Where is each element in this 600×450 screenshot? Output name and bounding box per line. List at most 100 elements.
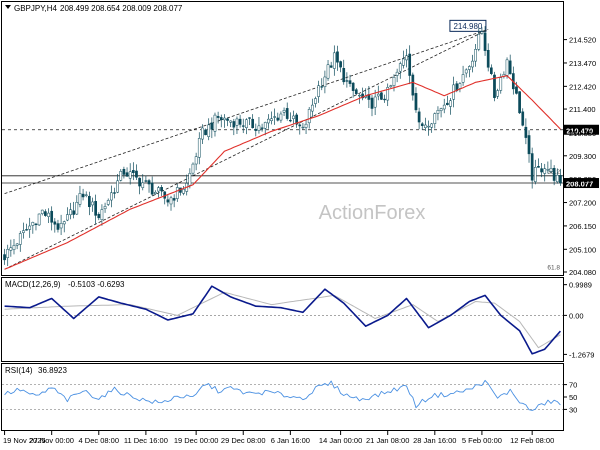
candle [169, 195, 173, 211]
candle [229, 120, 233, 128]
candle-body [515, 86, 518, 94]
candle-body [44, 211, 47, 216]
ma-line [4, 75, 561, 270]
candle-body [3, 254, 6, 261]
candle-body [210, 122, 214, 130]
candle-body [94, 201, 97, 216]
candle [386, 83, 390, 107]
candle [40, 209, 44, 216]
candle-body [530, 153, 534, 181]
candle [50, 206, 54, 231]
candle-body [116, 180, 119, 193]
time-axis-label: 19 Nov 2025 [3, 436, 46, 445]
candle-body [34, 223, 38, 226]
candle-body [144, 180, 148, 182]
price-axis-label: 208.250 [569, 175, 596, 184]
candle [493, 71, 496, 102]
candle [527, 130, 531, 163]
candle-body [15, 243, 19, 246]
time-axis-label: 11 Dec 16:00 [124, 436, 168, 445]
candle [75, 195, 79, 215]
ohlc-values: 208.499 208.654 208.009 208.077 [60, 4, 183, 13]
macd-signal-line [4, 291, 561, 349]
candle [270, 111, 273, 125]
candle [248, 117, 251, 126]
price-axis-label: 205.100 [569, 245, 596, 254]
candle-body [471, 60, 474, 68]
candle [449, 97, 452, 115]
candle-body [207, 124, 211, 137]
candle-body [238, 118, 242, 125]
time-axis-label: 4 Dec 08:00 [79, 436, 119, 445]
candle [207, 118, 211, 141]
candle [398, 61, 402, 79]
candle-body [47, 212, 50, 217]
candle [182, 186, 185, 196]
candle [417, 107, 421, 130]
price-axis-label: 211.400 [569, 105, 596, 114]
candle-body [106, 200, 110, 205]
price-axis-label: 210.330 [569, 129, 596, 138]
candle [508, 54, 512, 75]
candle [144, 175, 148, 183]
candle-body [150, 182, 154, 195]
candle [436, 106, 440, 121]
candle [125, 167, 129, 178]
candle [47, 208, 50, 223]
candle-body [540, 168, 543, 173]
candle-body [204, 129, 207, 136]
symbol-label: GBPJPY,H4 [14, 4, 58, 13]
rsi-indicator: 70 50 30 [2, 379, 577, 414]
candle-body [201, 127, 204, 140]
candle-body [153, 191, 157, 195]
candle-body [59, 223, 63, 229]
candle-body [552, 167, 556, 181]
candle-body [56, 223, 60, 230]
candle-body [414, 93, 418, 111]
candle [22, 222, 25, 239]
candle [56, 219, 60, 233]
macd-values: -0.5103 -0.6293 [68, 280, 125, 289]
candle-body [358, 94, 361, 97]
candle-body [380, 92, 383, 100]
price-axis-label: 209.300 [569, 152, 596, 161]
candle [464, 68, 468, 78]
candle [383, 94, 386, 103]
candle [166, 195, 170, 207]
candle-body [66, 214, 69, 221]
candle [559, 168, 562, 186]
candle [304, 119, 308, 135]
candle [194, 152, 198, 171]
price-axis-label: 207.200 [569, 199, 596, 208]
candle-body [304, 123, 308, 128]
candle-body [342, 68, 346, 83]
candle [37, 213, 41, 226]
candle [147, 178, 151, 193]
candle-body [219, 117, 223, 121]
level-price-tag-text: 210.470 [566, 126, 593, 135]
candle-body [69, 209, 72, 216]
candle [496, 88, 499, 100]
candle [395, 68, 399, 83]
candle-body [270, 118, 273, 121]
candle-body [37, 213, 41, 226]
candle-body [392, 77, 396, 86]
candle [116, 173, 119, 194]
candle [320, 78, 324, 91]
candle [254, 123, 258, 137]
candle-body [370, 97, 374, 109]
candle-body [376, 93, 380, 97]
candle [232, 118, 236, 136]
candle-body [289, 119, 292, 122]
candle-body [245, 119, 248, 128]
candle-body [496, 90, 499, 97]
candle-body [458, 83, 462, 89]
candle-body [135, 170, 138, 178]
candle-body [317, 85, 320, 97]
candle-body [9, 247, 13, 251]
candle-body [483, 32, 487, 51]
candle [59, 214, 63, 236]
candle [191, 162, 195, 176]
